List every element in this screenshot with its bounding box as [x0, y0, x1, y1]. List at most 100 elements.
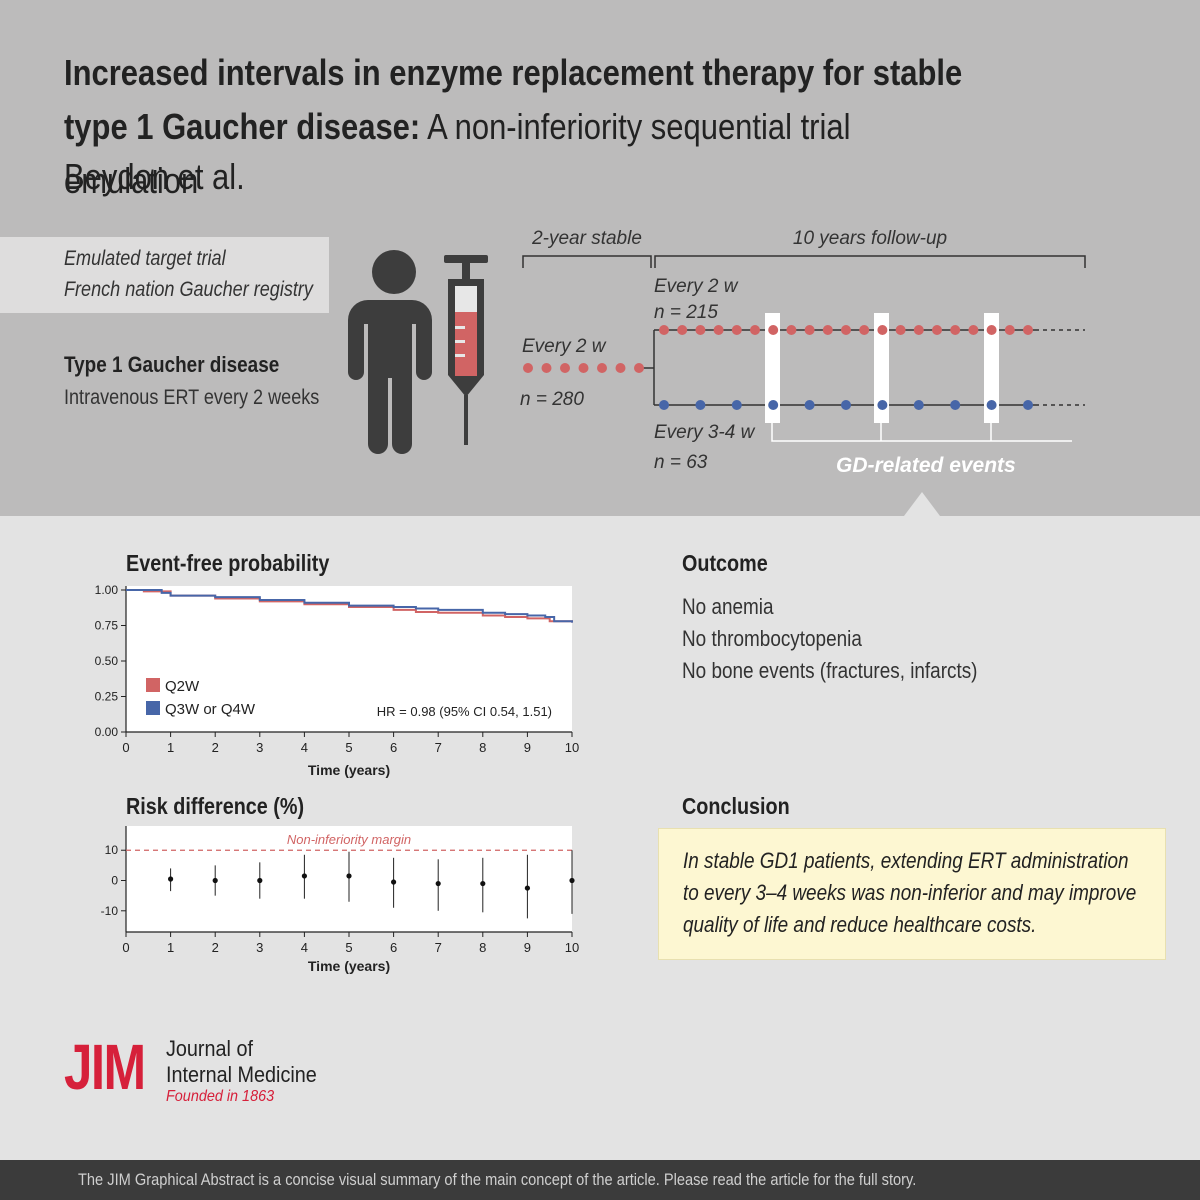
q2w-dot	[731, 325, 742, 335]
q2w-dot	[877, 325, 888, 335]
q2w-dot	[768, 325, 779, 335]
q4w-dot	[659, 400, 669, 410]
article-title-bold: Increased intervals in enzyme replacemen…	[64, 52, 963, 147]
rd-x-tick-label: 0	[122, 940, 129, 955]
km-x-tick-label: 10	[565, 740, 579, 755]
baseline-dot	[597, 363, 607, 373]
q2w-dot	[895, 325, 906, 335]
km-y-tick-label: 0.00	[95, 725, 119, 739]
rd-point	[435, 880, 441, 887]
footer-bar: The JIM Graphical Abstract is a concise …	[0, 1160, 1200, 1200]
q2w-dot	[986, 325, 997, 335]
q2w-dot	[913, 325, 924, 335]
km-line-q4w	[126, 589, 573, 623]
event-bar	[984, 313, 999, 423]
arm-q2w-label: Every 2 w	[654, 276, 739, 297]
q4w-dot	[1023, 400, 1033, 410]
baseline-n: n = 280	[520, 389, 584, 410]
journal-name: Journal of Internal Medicine	[166, 1036, 317, 1088]
rd-x-tick-label: 4	[301, 940, 308, 955]
baseline-label: Every 2 w	[522, 336, 607, 357]
km-x-tick-label: 9	[524, 740, 531, 755]
article-title: Increased intervals in enzyme replacemen…	[64, 46, 993, 208]
baseline-dot	[634, 363, 644, 373]
km-line-q2w	[126, 589, 573, 623]
rd-point	[346, 873, 352, 879]
km-xlabel: Time (years)	[308, 762, 390, 778]
arm-q2w-dots	[659, 325, 1033, 335]
q2w-dot	[804, 325, 815, 335]
q2w-dot	[713, 325, 724, 335]
q4w-dot	[841, 400, 851, 410]
q4w-dot	[804, 400, 815, 410]
q2w-dot	[841, 325, 851, 335]
baseline-dot	[541, 363, 552, 373]
km-legend: Q2W Q3W or Q4W	[146, 678, 256, 718]
outcome-item: No thrombocytopenia	[682, 626, 862, 651]
q2w-dot	[786, 325, 797, 335]
baseline-dot	[560, 363, 570, 373]
disease-subtitle: Intravenous ERT every 2 weeks	[64, 386, 320, 409]
rd-y-tick-label: 10	[105, 843, 119, 857]
rd-x-tick-label: 5	[345, 940, 352, 955]
events-bracket	[771, 423, 1072, 442]
conclusion-box: In stable GD1 patients, extending ERT ad…	[658, 828, 1166, 960]
journal-name-line2: Internal Medicine	[166, 1062, 317, 1087]
trial-box-line2: French nation Gaucher registry	[64, 278, 313, 301]
q2w-dot	[950, 325, 961, 335]
trial-box-line1: Emulated target trial	[64, 247, 226, 270]
km-y-tick-label: 1.00	[95, 583, 119, 597]
baseline-dots	[523, 363, 644, 373]
outcome-item: No bone events (fractures, infarcts)	[682, 658, 978, 683]
rd-x-tick-label: 3	[256, 940, 263, 955]
journal-name-line1: Journal of	[166, 1036, 253, 1061]
legend-swatch-q4w	[146, 701, 160, 715]
km-x-tick-label: 1	[167, 740, 174, 755]
q2w-dot	[859, 325, 870, 335]
arm-q4w-dots	[659, 400, 1033, 410]
rd-plot-area	[126, 826, 572, 932]
stable-label: 2-year stable	[531, 228, 642, 249]
event-bar	[765, 313, 780, 423]
journal-founded: Founded in 1863	[166, 1088, 275, 1105]
q4w-dot	[877, 400, 888, 410]
rd-x-tick-label: 9	[524, 940, 531, 955]
footer-text: The JIM Graphical Abstract is a concise …	[78, 1170, 917, 1189]
outcome-item: No anemia	[682, 594, 774, 619]
article-authors: Beydon et al.	[64, 156, 245, 197]
q2w-dot	[968, 325, 979, 335]
conclusion-text: In stable GD1 patients, extending ERT ad…	[683, 848, 1137, 937]
q2w-dot	[659, 325, 669, 335]
rd-x-tick-label: 10	[565, 940, 579, 955]
q4w-dot	[950, 400, 961, 410]
km-x-tick-label: 5	[345, 740, 352, 755]
rd-chart: 0 1 2 3 4 5 6 7 8 9 10 10 0 -10 Non-inferiority margi…	[101, 826, 579, 974]
baseline-dot	[523, 363, 533, 373]
pointer-triangle	[904, 492, 940, 516]
rd-point	[391, 879, 397, 885]
legend-label-q2w: Q2W	[165, 678, 200, 695]
syringe-icon	[444, 255, 488, 445]
q4w-dot	[913, 400, 924, 410]
arm-q2w-n: n = 215	[654, 302, 718, 323]
rd-x-tick-label: 6	[390, 940, 397, 955]
km-y-tick-label: 0.50	[95, 654, 119, 668]
km-plot-area	[126, 586, 572, 732]
km-x-tick-label: 4	[301, 740, 308, 755]
km-x-tick-label: 3	[256, 740, 263, 755]
baseline-dot	[615, 363, 626, 373]
km-x-tick-label: 2	[212, 740, 219, 755]
non-inferiority-label: Non-inferiority margin	[287, 832, 411, 847]
rd-x-tick-label: 2	[212, 940, 219, 955]
person-icon	[348, 250, 432, 454]
rd-xlabel: Time (years)	[308, 958, 390, 974]
rd-x-tick-label: 7	[435, 940, 442, 955]
legend-label-q4w: Q3W or Q4W	[165, 701, 256, 718]
arm-q4w-n: n = 63	[654, 452, 708, 473]
event-bar	[874, 313, 889, 423]
conclusion-title: Conclusion	[682, 793, 790, 819]
rd-point	[168, 876, 174, 882]
study-design-diagram: 2-year stable 10 years follow-up Every 2…	[348, 228, 1086, 516]
hr-annotation: HR = 0.98 (95% CI 0.54, 1.51)	[377, 704, 552, 719]
km-y-tick-label: 0.25	[95, 690, 119, 704]
